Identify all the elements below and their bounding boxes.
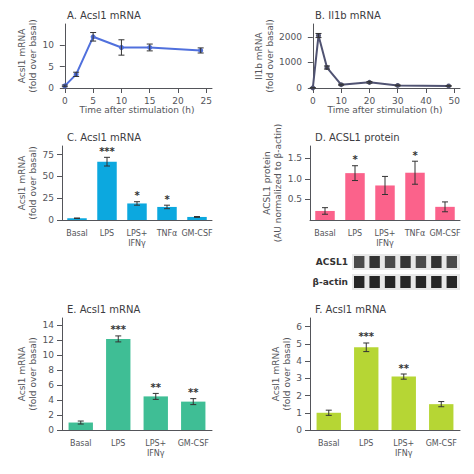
svg-text:Basal: Basal (70, 439, 92, 448)
svg-text:(fold over basal): (fold over basal) (282, 337, 292, 411)
svg-text:0: 0 (48, 215, 54, 225)
svg-text:0: 0 (296, 425, 302, 435)
svg-text:(AU normalized to β-actin): (AU normalized to β-actin) (273, 124, 283, 243)
svg-text:0: 0 (310, 96, 316, 106)
svg-text:(fold over basal): (fold over basal) (28, 19, 38, 93)
svg-text:***: *** (358, 331, 374, 342)
svg-text:4: 4 (296, 356, 302, 366)
svg-text:***: *** (110, 324, 126, 335)
svg-text:*: * (412, 150, 418, 161)
svg-text:IFNγ: IFNγ (147, 449, 165, 458)
svg-text:Basal: Basal (318, 439, 340, 448)
svg-text:IFNγ: IFNγ (376, 239, 394, 248)
svg-text:5: 5 (90, 96, 96, 106)
svg-text:30: 30 (392, 96, 404, 106)
svg-text:3: 3 (296, 373, 302, 383)
svg-text:Time after stimulation (h): Time after stimulation (h) (78, 105, 194, 115)
svg-text:LPS: LPS (348, 229, 362, 238)
svg-text:40: 40 (420, 96, 432, 106)
svg-text:2: 2 (296, 391, 302, 401)
svg-text:Acsl1 mRNA: Acsl1 mRNA (17, 155, 27, 210)
svg-text:15: 15 (144, 96, 155, 106)
svg-text:1.5: 1.5 (288, 153, 302, 163)
svg-text:25: 25 (43, 193, 54, 203)
svg-text:Acsl1 mRNA: Acsl1 mRNA (271, 346, 281, 401)
svg-text:LPS: LPS (100, 229, 114, 238)
svg-text:0.5: 0.5 (288, 194, 302, 204)
svg-text:6: 6 (48, 380, 54, 390)
svg-text:0: 0 (48, 425, 54, 435)
svg-text:50: 50 (449, 96, 461, 106)
svg-text:GM-CSF: GM-CSF (429, 229, 461, 238)
svg-text:LPS: LPS (111, 439, 125, 448)
svg-text:**: ** (188, 387, 199, 398)
svg-text:20: 20 (364, 96, 376, 106)
svg-text:20: 20 (172, 96, 184, 106)
svg-text:A. Acsl1 mRNA: A. Acsl1 mRNA (67, 10, 141, 21)
svg-text:C. Acsl1 mRNA: C. Acsl1 mRNA (67, 132, 141, 143)
svg-text:F. Acsl1 mRNA: F. Acsl1 mRNA (315, 304, 386, 315)
svg-text:LPS+: LPS+ (145, 439, 166, 448)
svg-text:1: 1 (296, 408, 302, 418)
svg-text:50: 50 (43, 171, 55, 181)
svg-text:ACSL1: ACSL1 (316, 257, 348, 267)
svg-text:**: ** (399, 363, 410, 374)
svg-text:8: 8 (48, 365, 54, 375)
svg-text:(fold over basal): (fold over basal) (265, 19, 275, 93)
svg-text:***: *** (99, 146, 115, 157)
svg-text:*: * (134, 190, 140, 201)
svg-text:10: 10 (43, 40, 55, 50)
svg-text:0: 0 (62, 96, 68, 106)
svg-text:Acsl1 mRNA: Acsl1 mRNA (17, 28, 27, 83)
svg-text:4: 4 (48, 395, 54, 405)
svg-text:B. Il1b mRNA: B. Il1b mRNA (315, 10, 381, 21)
svg-text:IFNγ: IFNγ (128, 239, 146, 248)
svg-text:TNFα: TNFα (156, 229, 178, 238)
svg-text:6: 6 (296, 322, 302, 332)
svg-text:ACSL1 protein: ACSL1 protein (262, 151, 272, 215)
svg-text:75: 75 (43, 150, 54, 160)
svg-text:*: * (352, 154, 358, 165)
svg-text:(fold over basal): (fold over basal) (28, 146, 38, 220)
svg-text:GM-CSF: GM-CSF (178, 439, 210, 448)
svg-text:1000: 1000 (279, 57, 302, 67)
svg-text:Il1b mRNA: Il1b mRNA (254, 31, 264, 79)
svg-text:(fold over basal): (fold over basal) (28, 337, 38, 411)
svg-text:LPS: LPS (359, 439, 373, 448)
svg-text:IFNγ: IFNγ (395, 449, 413, 458)
svg-text:LPS+: LPS+ (393, 439, 414, 448)
svg-text:12: 12 (43, 335, 54, 345)
svg-text:1.0: 1.0 (288, 174, 303, 184)
svg-text:**: ** (151, 382, 162, 393)
svg-text:25: 25 (201, 96, 212, 106)
svg-text:5: 5 (48, 62, 54, 72)
svg-text:Basal: Basal (66, 229, 88, 238)
svg-text:TNFα: TNFα (404, 229, 426, 238)
svg-text:10: 10 (335, 96, 347, 106)
svg-text:β-actin: β-actin (313, 277, 348, 287)
svg-text:*: * (164, 194, 170, 205)
svg-text:D. ACSL1 protein: D. ACSL1 protein (315, 132, 400, 143)
svg-text:0: 0 (48, 83, 54, 93)
svg-text:2: 2 (48, 410, 54, 420)
svg-text:E. Acsl1 mRNA: E. Acsl1 mRNA (67, 304, 141, 315)
svg-text:0: 0 (296, 83, 302, 93)
svg-text:Acsl1 mRNA: Acsl1 mRNA (17, 346, 27, 401)
svg-text:Basal: Basal (314, 229, 336, 238)
svg-text:10: 10 (43, 350, 55, 360)
svg-text:10: 10 (116, 96, 128, 106)
svg-text:Time after stimulation (h): Time after stimulation (h) (326, 105, 442, 115)
svg-text:GM-CSF: GM-CSF (181, 229, 213, 238)
svg-text:LPS+: LPS+ (374, 229, 395, 238)
svg-text:LPS+: LPS+ (126, 229, 147, 238)
svg-text:GM-CSF: GM-CSF (426, 439, 458, 448)
svg-text:2000: 2000 (279, 32, 302, 42)
svg-text:5: 5 (296, 339, 302, 349)
svg-text:14: 14 (43, 320, 55, 330)
